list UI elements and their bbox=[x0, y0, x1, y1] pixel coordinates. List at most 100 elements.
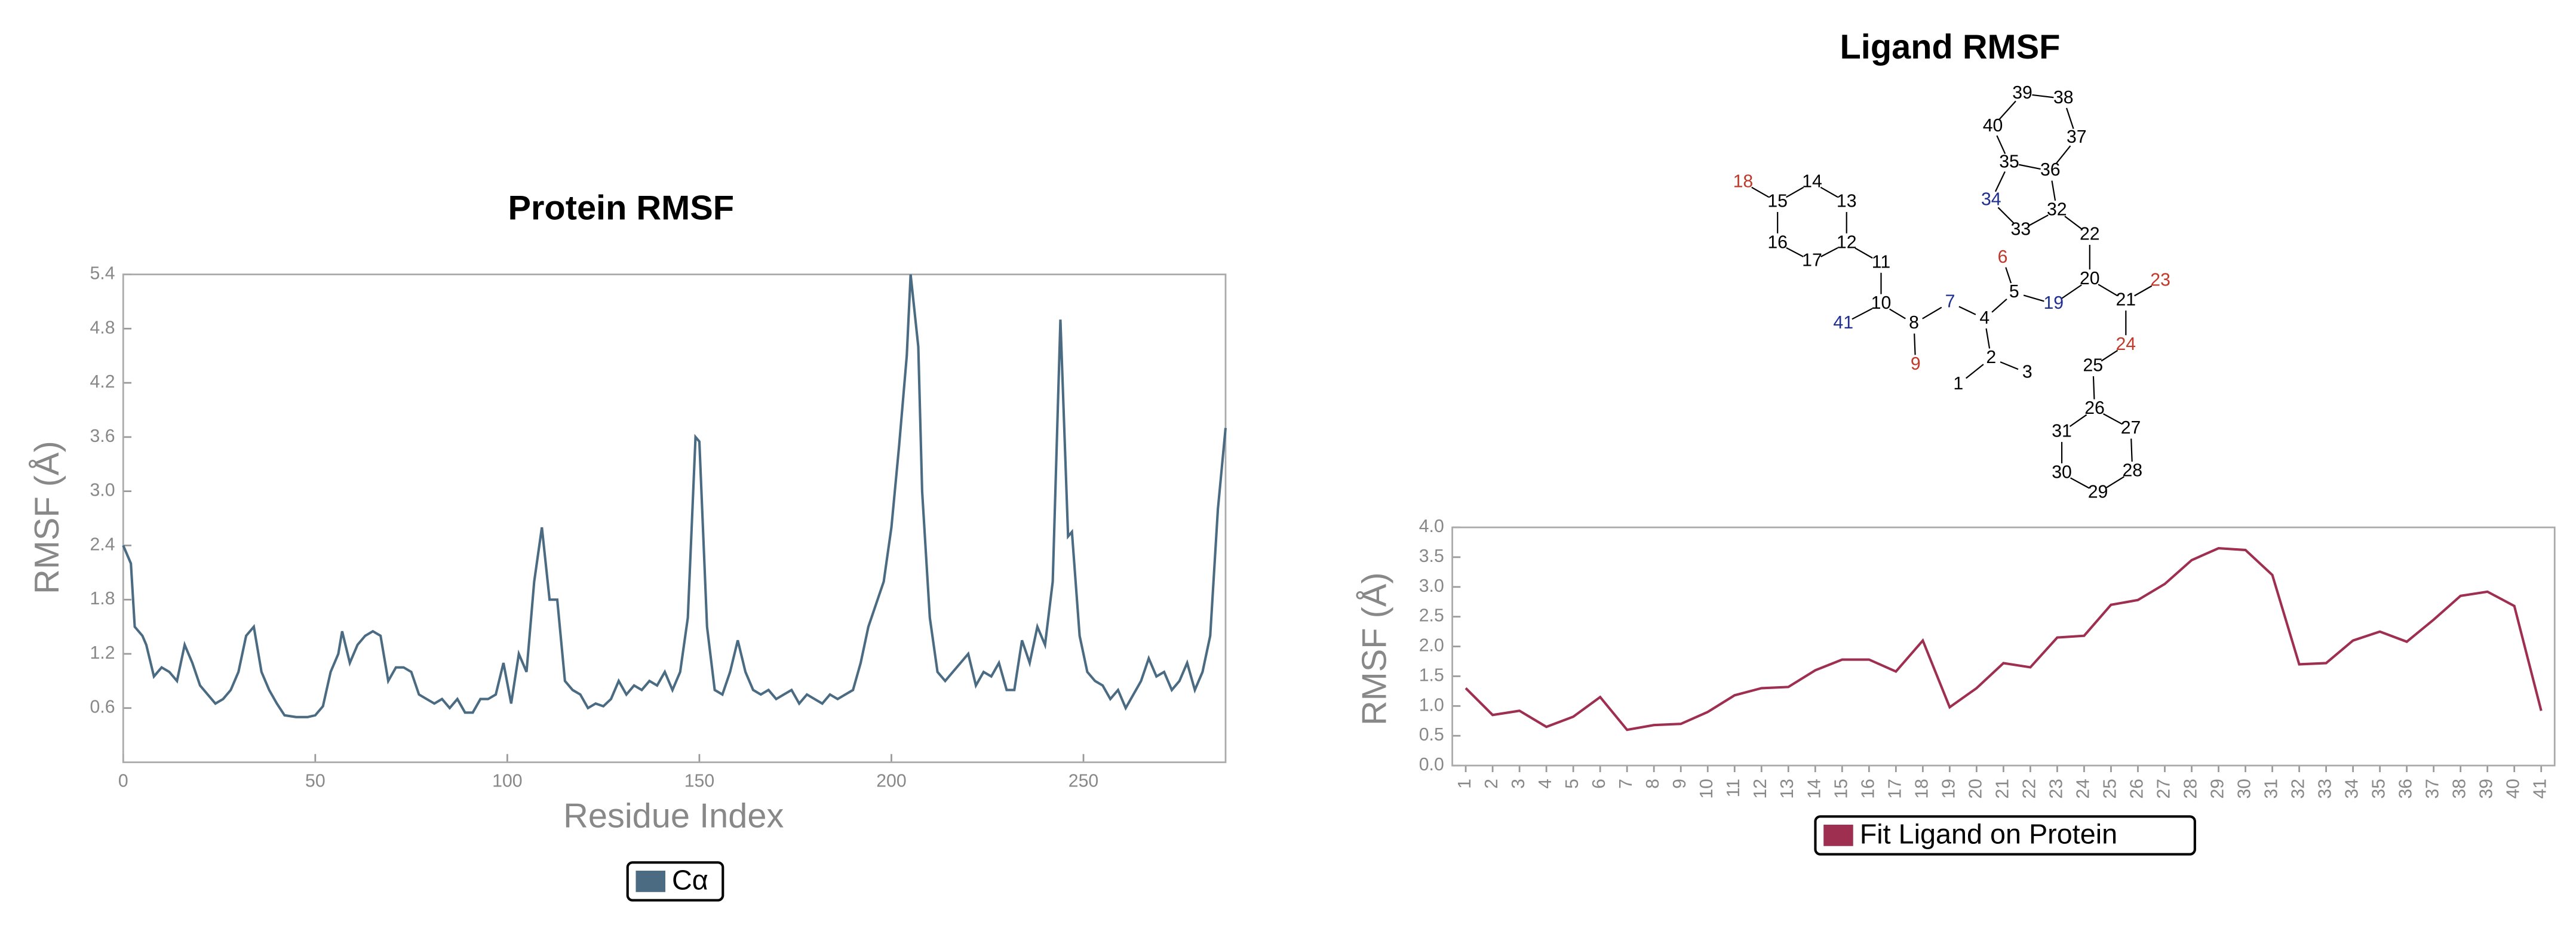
bond bbox=[1820, 247, 1838, 257]
legend-swatch bbox=[1823, 825, 1853, 846]
bond bbox=[2061, 284, 2082, 299]
y-tick-label: 4.8 bbox=[90, 318, 115, 337]
atom-label: 19 bbox=[2043, 293, 2064, 313]
x-tick-label: 24 bbox=[2073, 779, 2093, 799]
bond bbox=[2070, 477, 2090, 489]
atom-label: 9 bbox=[1911, 354, 1921, 374]
bond bbox=[2000, 361, 2019, 370]
atom-label: 27 bbox=[2121, 418, 2141, 438]
bond bbox=[1991, 298, 2007, 313]
y-tick-label: 2.0 bbox=[1419, 636, 1444, 656]
bond bbox=[1914, 333, 1916, 355]
bond bbox=[2103, 413, 2123, 425]
x-tick-label: 1 bbox=[1455, 779, 1475, 789]
bond bbox=[1820, 186, 1838, 198]
bond bbox=[2069, 414, 2087, 428]
y-tick-label: 3.6 bbox=[90, 426, 115, 446]
bond bbox=[2023, 294, 2044, 302]
x-tick-label: 14 bbox=[1804, 779, 1824, 799]
x-axis-label: Residue Index bbox=[563, 797, 784, 835]
atom-label: 33 bbox=[2010, 219, 2031, 239]
x-tick-label: 10 bbox=[1697, 779, 1717, 799]
bond bbox=[1785, 186, 1804, 198]
bond bbox=[2056, 145, 2071, 164]
x-tick-label: 200 bbox=[876, 771, 906, 791]
x-tick-label: 23 bbox=[2046, 779, 2066, 799]
y-tick-label: 2.5 bbox=[1419, 606, 1444, 626]
atom-label: 18 bbox=[1733, 172, 1754, 192]
atom-label: 34 bbox=[1981, 190, 2001, 210]
x-tick-label: 29 bbox=[2208, 779, 2228, 799]
legend-label: Fit Ligand on Protein bbox=[1860, 819, 2117, 850]
y-tick-label: 0.0 bbox=[1419, 755, 1444, 775]
y-tick-label: 2.4 bbox=[90, 534, 115, 554]
y-tick-label: 0.6 bbox=[90, 697, 115, 717]
atom-label: 28 bbox=[2123, 461, 2143, 481]
atom-label: 14 bbox=[1802, 172, 1822, 192]
x-tick-label: 26 bbox=[2127, 779, 2147, 799]
bond bbox=[2065, 107, 2074, 129]
x-tick-label: 8 bbox=[1643, 779, 1663, 789]
atom-label: 21 bbox=[2116, 290, 2136, 310]
atom-label: 2 bbox=[1986, 348, 1996, 367]
x-tick-label: 30 bbox=[2235, 779, 2255, 799]
x-tick-label: 17 bbox=[1885, 779, 1905, 799]
bond bbox=[1965, 364, 1984, 379]
x-tick-label: 27 bbox=[2154, 779, 2173, 799]
y-tick-label: 3.5 bbox=[1419, 546, 1444, 566]
atom-label: 39 bbox=[2012, 83, 2032, 103]
bond bbox=[2106, 476, 2124, 488]
bond bbox=[2032, 94, 2054, 99]
bond bbox=[2029, 214, 2049, 226]
x-tick-label: 39 bbox=[2477, 779, 2497, 799]
x-tick-label: 16 bbox=[1858, 779, 1878, 799]
plot-frame bbox=[1451, 526, 2556, 767]
atom-label: 7 bbox=[1945, 291, 1955, 311]
y-tick-label: 1.0 bbox=[1419, 695, 1444, 715]
x-tick-label: 7 bbox=[1616, 779, 1636, 789]
x-tick-label: 5 bbox=[1562, 779, 1582, 789]
bond bbox=[1998, 100, 2016, 120]
bond bbox=[1997, 207, 2015, 224]
bond bbox=[2018, 164, 2041, 170]
x-tick-label: 18 bbox=[1912, 779, 1932, 799]
atom-label: 35 bbox=[1999, 152, 2019, 171]
bond bbox=[1855, 247, 1873, 259]
bond bbox=[1996, 135, 2006, 154]
atom-label: 22 bbox=[2080, 225, 2100, 244]
atom-label: 25 bbox=[2083, 356, 2103, 376]
atom-label: 29 bbox=[2088, 482, 2108, 502]
bond bbox=[1994, 171, 2006, 192]
y-tick-label: 3.0 bbox=[1419, 576, 1444, 596]
bond bbox=[2134, 285, 2153, 297]
y-tick-label: 4.0 bbox=[1419, 517, 1444, 536]
atom-label: 17 bbox=[1802, 251, 1822, 271]
bond bbox=[1751, 186, 1770, 198]
legend-box bbox=[1814, 815, 2196, 856]
x-tick-label: 250 bbox=[1069, 771, 1098, 791]
bond bbox=[2064, 216, 2083, 230]
legend-swatch bbox=[635, 871, 666, 892]
x-tick-label: 150 bbox=[684, 771, 714, 791]
x-tick-label: 2 bbox=[1482, 779, 1502, 789]
atom-label: 16 bbox=[1767, 232, 1788, 252]
atom-label: 4 bbox=[1979, 308, 1989, 328]
x-tick-label: 35 bbox=[2369, 779, 2389, 799]
x-tick-label: 33 bbox=[2316, 779, 2335, 799]
x-tick-label: 38 bbox=[2450, 779, 2470, 799]
atom-label: 6 bbox=[1998, 247, 2008, 267]
x-tick-label: 13 bbox=[1777, 779, 1797, 799]
atom-label: 40 bbox=[1983, 116, 2003, 136]
x-tick-label: 9 bbox=[1670, 779, 1690, 789]
y-axis-label: RMSF (Å) bbox=[1355, 572, 1393, 726]
atom-label: 38 bbox=[2053, 88, 2074, 107]
bond bbox=[2005, 267, 2012, 284]
x-tick-label: 19 bbox=[1939, 779, 1958, 799]
atom-label: 24 bbox=[2116, 334, 2136, 354]
atom-label: 8 bbox=[1909, 313, 1919, 333]
x-tick-label: 25 bbox=[2100, 779, 2120, 799]
x-tick-label: 36 bbox=[2396, 779, 2416, 799]
bond bbox=[1852, 308, 1873, 320]
